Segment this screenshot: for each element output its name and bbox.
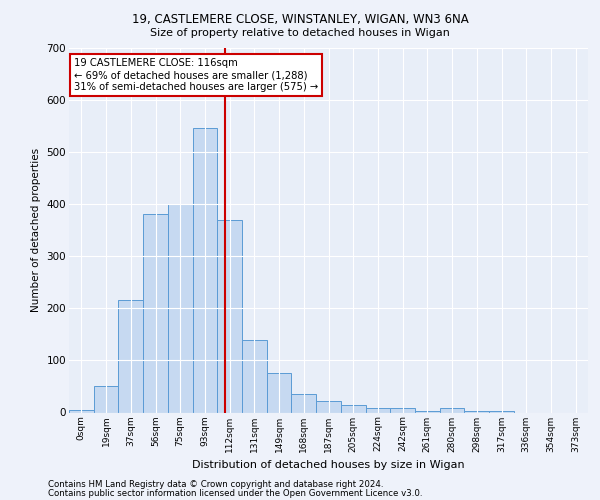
Text: Size of property relative to detached houses in Wigan: Size of property relative to detached ho… (150, 28, 450, 38)
Bar (316, 401, 341, 412)
Bar (242, 340, 267, 412)
Bar (365, 408, 390, 412)
Y-axis label: Number of detached properties: Number of detached properties (31, 148, 41, 312)
Bar (390, 408, 415, 412)
Bar (440, 408, 464, 412)
Bar (217, 220, 242, 412)
Bar (168, 204, 193, 412)
Bar (489, 411, 514, 412)
Text: 19 CASTLEMERE CLOSE: 116sqm
← 69% of detached houses are smaller (1,288)
31% of : 19 CASTLEMERE CLOSE: 116sqm ← 69% of det… (74, 58, 319, 92)
Bar (94, 386, 118, 412)
Bar (341, 404, 365, 412)
Bar (118, 300, 143, 412)
Bar (193, 128, 217, 412)
Bar (292, 394, 316, 412)
Text: 19, CASTLEMERE CLOSE, WINSTANLEY, WIGAN, WN3 6NA: 19, CASTLEMERE CLOSE, WINSTANLEY, WIGAN,… (131, 12, 469, 26)
Text: Contains HM Land Registry data © Crown copyright and database right 2024.: Contains HM Land Registry data © Crown c… (48, 480, 383, 489)
X-axis label: Distribution of detached houses by size in Wigan: Distribution of detached houses by size … (192, 460, 465, 470)
Bar (143, 214, 168, 412)
Bar (267, 374, 292, 412)
Text: Contains public sector information licensed under the Open Government Licence v3: Contains public sector information licen… (48, 489, 422, 498)
Bar (415, 411, 440, 412)
Bar (69, 410, 94, 412)
